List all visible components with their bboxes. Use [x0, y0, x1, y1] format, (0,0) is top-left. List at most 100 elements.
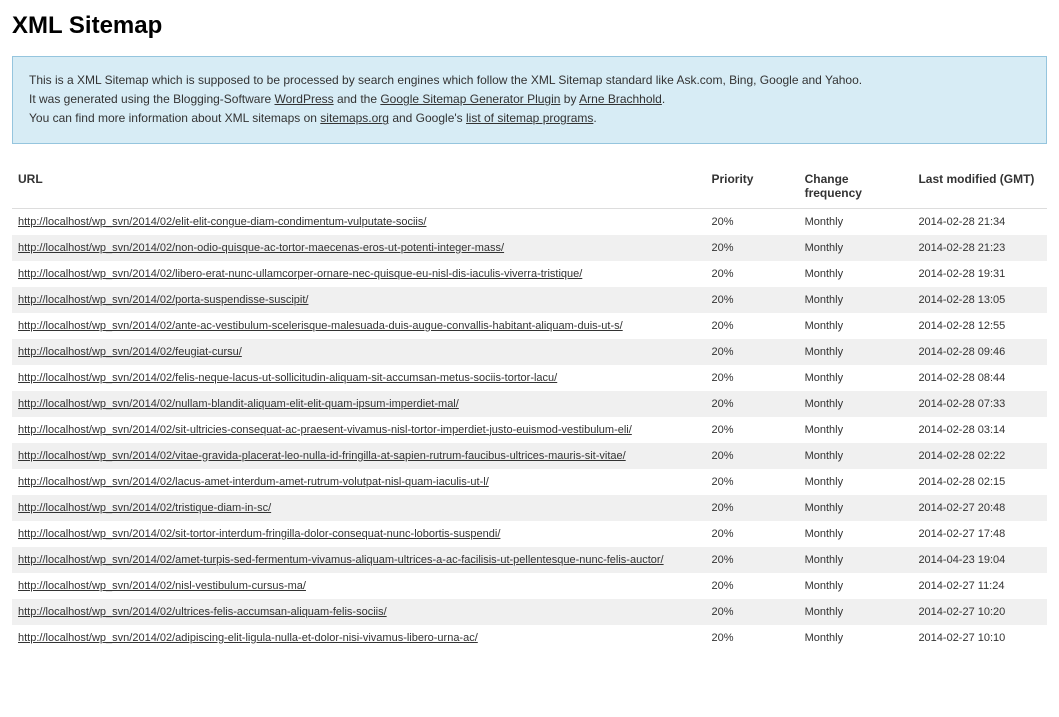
intro-line-2: It was generated using the Blogging-Soft…: [29, 90, 1030, 109]
cell-priority: 20%: [705, 417, 798, 443]
header-url: URL: [12, 164, 705, 209]
table-row: http://localhost/wp_svn/2014/02/felis-ne…: [12, 365, 1047, 391]
url-link[interactable]: http://localhost/wp_svn/2014/02/nullam-b…: [18, 398, 459, 410]
cell-priority: 20%: [705, 261, 798, 287]
cell-frequency: Monthly: [799, 261, 913, 287]
url-link[interactable]: http://localhost/wp_svn/2014/02/tristiqu…: [18, 502, 271, 514]
cell-frequency: Monthly: [799, 573, 913, 599]
url-link[interactable]: http://localhost/wp_svn/2014/02/adipisci…: [18, 632, 478, 644]
cell-modified: 2014-02-28 19:31: [912, 261, 1047, 287]
cell-modified: 2014-02-27 11:24: [912, 573, 1047, 599]
table-row: http://localhost/wp_svn/2014/02/ante-ac-…: [12, 313, 1047, 339]
cell-url: http://localhost/wp_svn/2014/02/lacus-am…: [12, 469, 705, 495]
cell-frequency: Monthly: [799, 521, 913, 547]
cell-frequency: Monthly: [799, 469, 913, 495]
header-modified: Last modified (GMT): [912, 164, 1047, 209]
cell-modified: 2014-02-28 09:46: [912, 339, 1047, 365]
cell-priority: 20%: [705, 573, 798, 599]
cell-modified: 2014-02-27 17:48: [912, 521, 1047, 547]
cell-frequency: Monthly: [799, 339, 913, 365]
header-priority: Priority: [705, 164, 798, 209]
table-row: http://localhost/wp_svn/2014/02/ultrices…: [12, 599, 1047, 625]
url-link[interactable]: http://localhost/wp_svn/2014/02/sit-tort…: [18, 528, 500, 540]
cell-priority: 20%: [705, 208, 798, 235]
table-row: http://localhost/wp_svn/2014/02/non-odio…: [12, 235, 1047, 261]
cell-url: http://localhost/wp_svn/2014/02/elit-eli…: [12, 208, 705, 235]
cell-modified: 2014-02-27 20:48: [912, 495, 1047, 521]
sitemap-table: URL Priority Change frequency Last modif…: [12, 164, 1047, 651]
url-link[interactable]: http://localhost/wp_svn/2014/02/lacus-am…: [18, 476, 489, 488]
page-title: XML Sitemap: [12, 12, 1047, 40]
intro-box: This is a XML Sitemap which is supposed …: [12, 56, 1047, 144]
url-link[interactable]: http://localhost/wp_svn/2014/02/non-odio…: [18, 242, 504, 254]
table-row: http://localhost/wp_svn/2014/02/nisl-ves…: [12, 573, 1047, 599]
url-link[interactable]: http://localhost/wp_svn/2014/02/nisl-ves…: [18, 580, 306, 592]
cell-priority: 20%: [705, 339, 798, 365]
cell-modified: 2014-02-28 07:33: [912, 391, 1047, 417]
cell-modified: 2014-02-28 02:22: [912, 443, 1047, 469]
url-link[interactable]: http://localhost/wp_svn/2014/02/libero-e…: [18, 268, 582, 280]
url-link[interactable]: http://localhost/wp_svn/2014/02/vitae-gr…: [18, 450, 626, 462]
cell-url: http://localhost/wp_svn/2014/02/libero-e…: [12, 261, 705, 287]
header-frequency: Change frequency: [799, 164, 913, 209]
author-link[interactable]: Arne Brachhold: [579, 92, 662, 106]
cell-url: http://localhost/wp_svn/2014/02/nisl-ves…: [12, 573, 705, 599]
table-row: http://localhost/wp_svn/2014/02/adipisci…: [12, 625, 1047, 651]
cell-priority: 20%: [705, 391, 798, 417]
cell-modified: 2014-02-28 12:55: [912, 313, 1047, 339]
cell-frequency: Monthly: [799, 365, 913, 391]
table-row: http://localhost/wp_svn/2014/02/vitae-gr…: [12, 443, 1047, 469]
cell-url: http://localhost/wp_svn/2014/02/porta-su…: [12, 287, 705, 313]
header-row: URL Priority Change frequency Last modif…: [12, 164, 1047, 209]
intro-line-3: You can find more information about XML …: [29, 109, 1030, 128]
cell-url: http://localhost/wp_svn/2014/02/amet-tur…: [12, 547, 705, 573]
table-row: http://localhost/wp_svn/2014/02/amet-tur…: [12, 547, 1047, 573]
url-link[interactable]: http://localhost/wp_svn/2014/02/ante-ac-…: [18, 320, 623, 332]
url-link[interactable]: http://localhost/wp_svn/2014/02/amet-tur…: [18, 554, 664, 566]
table-row: http://localhost/wp_svn/2014/02/lacus-am…: [12, 469, 1047, 495]
cell-priority: 20%: [705, 495, 798, 521]
cell-modified: 2014-02-28 02:15: [912, 469, 1047, 495]
cell-priority: 20%: [705, 365, 798, 391]
url-link[interactable]: http://localhost/wp_svn/2014/02/felis-ne…: [18, 372, 557, 384]
url-link[interactable]: http://localhost/wp_svn/2014/02/sit-ultr…: [18, 424, 632, 436]
sitemaps-org-link[interactable]: sitemaps.org: [320, 111, 389, 125]
plugin-link[interactable]: Google Sitemap Generator Plugin: [380, 92, 560, 106]
cell-priority: 20%: [705, 313, 798, 339]
cell-url: http://localhost/wp_svn/2014/02/ultrices…: [12, 599, 705, 625]
wordpress-link[interactable]: WordPress: [274, 92, 333, 106]
sitemap-programs-link[interactable]: list of sitemap programs: [466, 111, 593, 125]
cell-modified: 2014-02-28 21:34: [912, 208, 1047, 235]
cell-frequency: Monthly: [799, 625, 913, 651]
table-row: http://localhost/wp_svn/2014/02/tristiqu…: [12, 495, 1047, 521]
cell-frequency: Monthly: [799, 313, 913, 339]
cell-url: http://localhost/wp_svn/2014/02/sit-tort…: [12, 521, 705, 547]
cell-url: http://localhost/wp_svn/2014/02/vitae-gr…: [12, 443, 705, 469]
intro-line-1: This is a XML Sitemap which is supposed …: [29, 71, 1030, 90]
url-link[interactable]: http://localhost/wp_svn/2014/02/elit-eli…: [18, 216, 426, 228]
cell-url: http://localhost/wp_svn/2014/02/adipisci…: [12, 625, 705, 651]
cell-frequency: Monthly: [799, 208, 913, 235]
table-row: http://localhost/wp_svn/2014/02/nullam-b…: [12, 391, 1047, 417]
table-row: http://localhost/wp_svn/2014/02/feugiat-…: [12, 339, 1047, 365]
cell-modified: 2014-02-28 08:44: [912, 365, 1047, 391]
url-link[interactable]: http://localhost/wp_svn/2014/02/porta-su…: [18, 294, 308, 306]
cell-url: http://localhost/wp_svn/2014/02/felis-ne…: [12, 365, 705, 391]
cell-url: http://localhost/wp_svn/2014/02/nullam-b…: [12, 391, 705, 417]
cell-priority: 20%: [705, 469, 798, 495]
cell-priority: 20%: [705, 625, 798, 651]
table-row: http://localhost/wp_svn/2014/02/elit-eli…: [12, 208, 1047, 235]
cell-frequency: Monthly: [799, 547, 913, 573]
cell-frequency: Monthly: [799, 443, 913, 469]
cell-priority: 20%: [705, 235, 798, 261]
cell-priority: 20%: [705, 599, 798, 625]
cell-url: http://localhost/wp_svn/2014/02/feugiat-…: [12, 339, 705, 365]
table-row: http://localhost/wp_svn/2014/02/sit-ultr…: [12, 417, 1047, 443]
url-link[interactable]: http://localhost/wp_svn/2014/02/feugiat-…: [18, 346, 242, 358]
url-link[interactable]: http://localhost/wp_svn/2014/02/ultrices…: [18, 606, 387, 618]
table-row: http://localhost/wp_svn/2014/02/libero-e…: [12, 261, 1047, 287]
cell-frequency: Monthly: [799, 391, 913, 417]
cell-priority: 20%: [705, 287, 798, 313]
cell-modified: 2014-02-28 13:05: [912, 287, 1047, 313]
cell-modified: 2014-02-28 03:14: [912, 417, 1047, 443]
